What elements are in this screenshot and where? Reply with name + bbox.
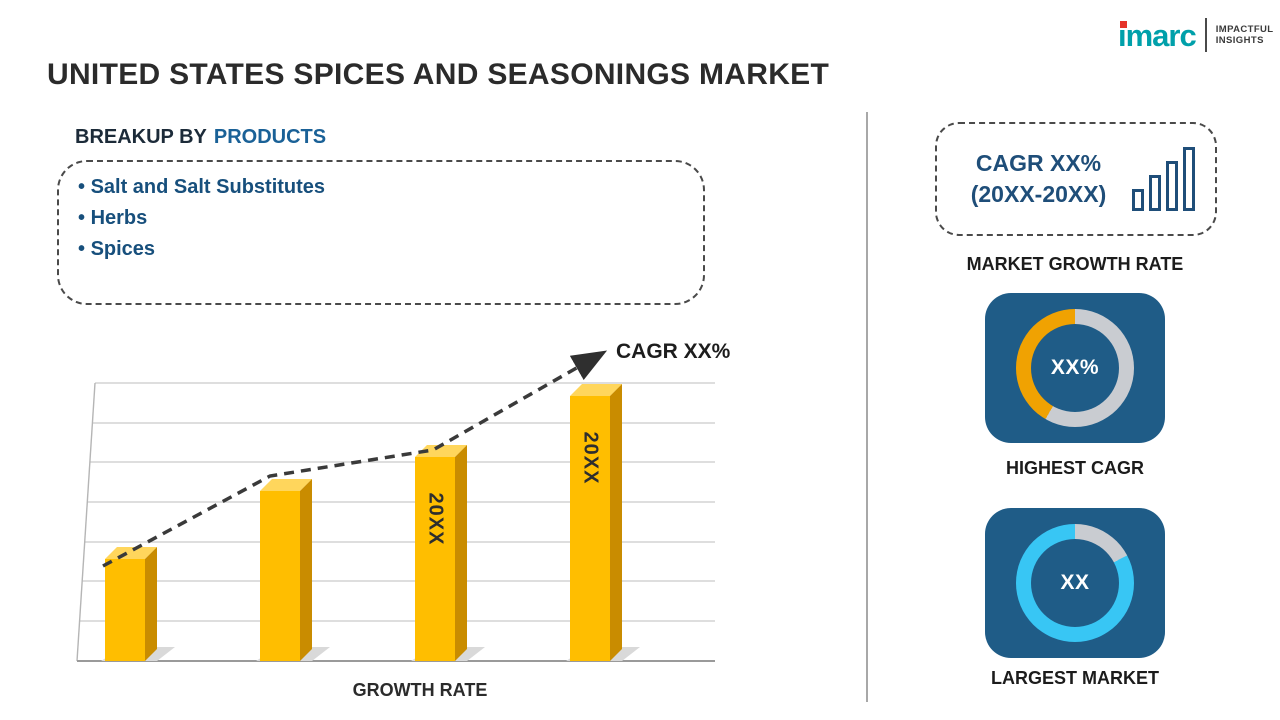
- growth-bars-icon: [1132, 147, 1195, 211]
- cagr-dashed-box: CAGR XX% (20XX-20XX): [935, 122, 1217, 236]
- cagr-box-text: CAGR XX% (20XX-20XX): [957, 148, 1120, 210]
- bars-layer: 20XX 20XX: [65, 338, 725, 661]
- chart-bar: [260, 491, 300, 661]
- products-dashed-box: [57, 160, 705, 305]
- breakup-heading-prefix: BREAKUP BY: [75, 126, 207, 148]
- product-item: Herbs: [78, 203, 325, 234]
- products-list: Salt and Salt Substitutes Herbs Spices: [78, 172, 325, 265]
- highest-cagr-card: XX%: [985, 293, 1165, 443]
- product-item: Spices: [78, 234, 325, 265]
- largest-market-value: XX: [1060, 571, 1090, 594]
- chart-x-axis-label: GROWTH RATE: [352, 680, 488, 700]
- cagr-annotation: CAGR XX%: [616, 340, 731, 363]
- page-title: UNITED STATES SPICES AND SEASONINGS MARK…: [47, 58, 830, 91]
- breakup-heading: BREAKUP BY PRODUCTS: [75, 126, 326, 149]
- largest-market-donut-chart: XX: [1016, 524, 1134, 642]
- largest-market-label: LARGEST MARKET: [991, 668, 1159, 688]
- highest-cagr-value: XX%: [1050, 356, 1100, 379]
- bar-year-label: 20XX: [424, 492, 447, 546]
- cagr-box-line1: CAGR XX%: [975, 149, 1102, 176]
- logo-red-dot: [1120, 21, 1127, 28]
- chart-bar: [105, 559, 145, 661]
- highest-cagr-label: HIGHEST CAGR: [1005, 458, 1144, 478]
- logo-tagline: IMPACTFUL INSIGHTS: [1216, 24, 1274, 47]
- chart-bar: 20XX: [415, 457, 455, 661]
- market-growth-rate-label: MARKET GROWTH RATE: [966, 254, 1184, 274]
- vertical-divider: [866, 112, 868, 702]
- cagr-box-line2: (20XX-20XX): [970, 181, 1107, 207]
- logo-divider: [1204, 18, 1207, 52]
- breakup-heading-highlight: PRODUCTS: [213, 126, 327, 148]
- logo-tagline-line1: IMPACTFUL: [1215, 23, 1274, 35]
- product-item: Salt and Salt Substitutes: [78, 172, 325, 203]
- logo-tagline-line2: INSIGHTS: [1215, 35, 1264, 46]
- bar-year-label: 20XX: [579, 431, 602, 485]
- highest-cagr-donut-chart: XX%: [1016, 309, 1134, 427]
- largest-market-card: XX: [985, 508, 1165, 658]
- chart-bar: 20XX: [570, 396, 610, 661]
- imarc-logo-wordmark: imarc: [1118, 17, 1197, 53]
- imarc-logo: imarc IMPACTFUL INSIGHTS: [1118, 18, 1274, 52]
- growth-bar-chart: 20XX 20XX: [65, 338, 725, 678]
